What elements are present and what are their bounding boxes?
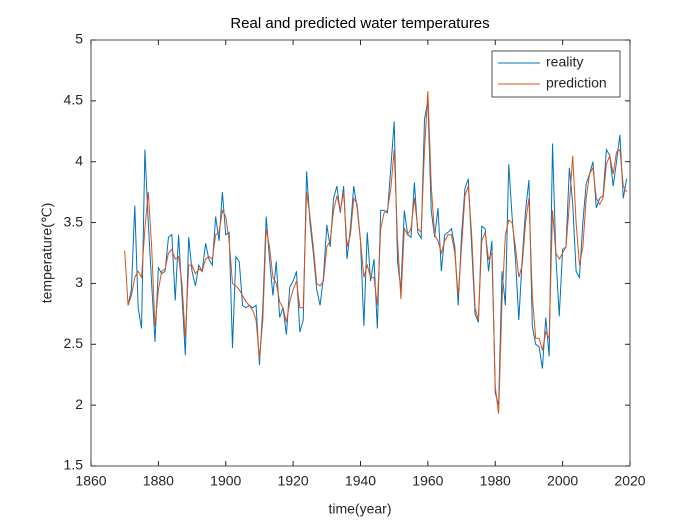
y-tick-label: 4 — [75, 152, 83, 168]
legend-label: prediction — [546, 75, 607, 91]
y-axis-label: temperature(℃) — [39, 203, 55, 304]
series-line — [124, 91, 628, 414]
x-tick-label: 1960 — [412, 473, 443, 489]
y-tick-label: 3 — [75, 274, 83, 290]
y-tick-label: 2 — [75, 396, 83, 412]
y-tick-label: 1.5 — [64, 457, 84, 473]
series-line — [127, 100, 628, 406]
x-tick-label: 1980 — [480, 473, 511, 489]
legend-box — [491, 50, 621, 98]
x-tick-label: 1900 — [210, 473, 241, 489]
x-tick-label: 2020 — [614, 473, 645, 489]
x-axis-label: time(year) — [328, 501, 391, 517]
chart-title: Real and predicted water temperatures — [230, 15, 489, 32]
x-tick-label: 1860 — [75, 473, 106, 489]
y-tick-label: 4.5 — [64, 92, 84, 108]
y-tick-label: 3.5 — [64, 213, 84, 229]
x-tick-label: 1940 — [345, 473, 376, 489]
x-tick-label: 2000 — [547, 473, 578, 489]
x-tick-label: 1880 — [143, 473, 174, 489]
y-tick-label: 5 — [75, 31, 83, 47]
x-tick-label: 1920 — [278, 473, 309, 489]
legend-label: reality — [546, 54, 583, 70]
y-tick-label: 2.5 — [64, 335, 84, 351]
